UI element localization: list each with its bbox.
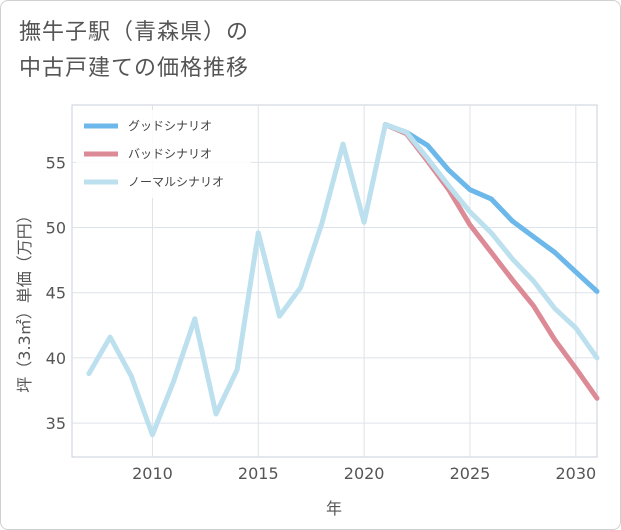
y-tick-label: 35: [46, 414, 66, 433]
gridlines: [72, 105, 597, 457]
x-tick-label: 2030: [555, 464, 596, 483]
chart-title: 撫牛子駅（青森県）の 中古戸建ての価格推移: [19, 15, 249, 87]
series-line-normal: [86, 122, 600, 438]
x-tick-label: 2010: [132, 464, 173, 483]
x-axis-ticks: 2010 2015 2020 2025 2030: [132, 464, 596, 483]
series-layer: [86, 122, 600, 438]
chart-title-line-2: 中古戸建ての価格推移: [19, 56, 250, 81]
y-axis-ticks: 35 40 45 50 55: [46, 153, 66, 433]
y-tick-label: 45: [46, 284, 66, 303]
x-tick-label: 2020: [344, 464, 385, 483]
series-line-good: [382, 122, 600, 294]
legend-label-bad: バッドシナリオ: [128, 147, 212, 161]
y-tick-label: 55: [46, 153, 66, 172]
x-tick-label: 2025: [450, 464, 491, 483]
y-tick-label: 40: [46, 349, 66, 368]
y-tick-label: 50: [46, 219, 66, 238]
legend-label-normal: ノーマルシナリオ: [128, 175, 224, 189]
x-tick-label: 2015: [238, 464, 279, 483]
x-axis-title: 年: [326, 499, 342, 518]
legend-label-good: グッドシナリオ: [128, 119, 212, 133]
y-axis-title: 坪（3.3㎡）単価（万円）: [15, 207, 34, 392]
chart-title-line-1: 撫牛子駅（青森県）の: [19, 20, 250, 45]
